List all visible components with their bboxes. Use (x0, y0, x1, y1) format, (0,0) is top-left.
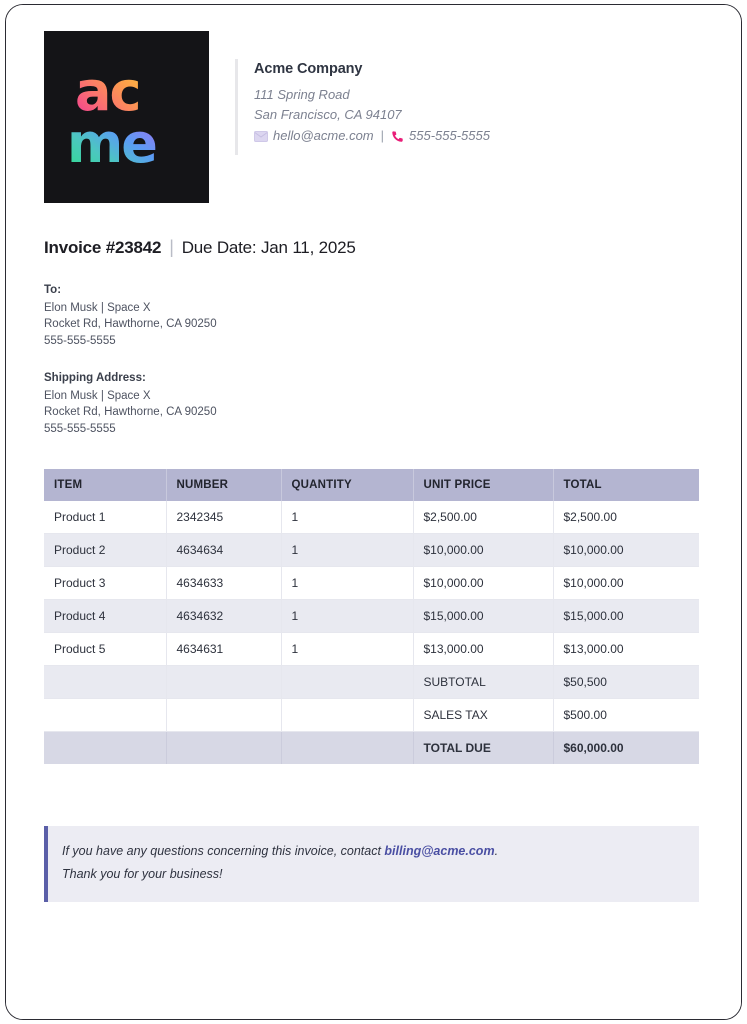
cell-item: Product 2 (44, 533, 167, 567)
cell-quantity: 1 (281, 533, 414, 567)
column-header-number: NUMBER (166, 468, 282, 501)
bill-to-line-2: Rocket Rd, Hawthorne, CA 90250 (44, 318, 217, 331)
cell-unit-price: $10,000.00 (413, 533, 554, 567)
cell-quantity: 1 (281, 566, 414, 600)
cell-empty (281, 731, 414, 764)
company-address-line-2: San Francisco, CA 94107 (254, 107, 402, 123)
cell-number: 4634632 (166, 599, 282, 633)
sales-tax-value: $500.00 (553, 698, 699, 732)
cell-unit-price: $2,500.00 (413, 500, 554, 534)
bill-to-line-1: Elon Musk | Space X (44, 302, 151, 314)
cell-item: Product 1 (44, 500, 167, 534)
svg-text:me: me (67, 112, 156, 170)
total-due-row: TOTAL DUE $60,000.00 (44, 731, 699, 764)
invoice-title-row: Invoice #23842 | Due Date: Jan 11, 2025 (44, 237, 703, 258)
cell-item: Product 3 (44, 566, 167, 600)
contact-separator: | (380, 128, 385, 144)
shipping-line-3: 555-555-5555 (44, 422, 116, 435)
table-row: Product 1 2342345 1 $2,500.00 $2,500.00 (44, 500, 699, 534)
cell-quantity: 1 (281, 599, 414, 633)
footer-line-2: Thank you for your business! (62, 867, 223, 882)
cell-empty (166, 665, 282, 699)
company-phone: 555-555-5555 (409, 128, 490, 144)
shipping-line-1: Elon Musk | Space X (44, 389, 151, 402)
total-due-value: $60,000.00 (553, 731, 699, 764)
column-header-item: ITEM (44, 468, 167, 501)
footer-line-1: If you have any questions concerning thi… (62, 840, 683, 863)
table-row: Product 3 4634633 1 $10,000.00 $10,000.0… (44, 566, 699, 600)
column-header-total: TOTAL (553, 468, 699, 501)
cell-number: 2342345 (166, 500, 282, 534)
cell-total: $15,000.00 (553, 599, 699, 633)
subtotal-label: SUBTOTAL (413, 665, 554, 699)
bill-to-line-3: 555-555-5555 (44, 334, 116, 347)
company-contact-line: hello@acme.com | 555-555-5555 (254, 126, 490, 146)
shipping-address-block: Shipping Address: Elon Musk | Space X Ro… (44, 372, 703, 437)
cell-empty (281, 665, 414, 699)
company-address-line-1: 111 Spring Road (254, 87, 350, 102)
cell-quantity: 1 (281, 500, 414, 534)
column-header-quantity: QUANTITY (281, 468, 414, 501)
table-row: Product 5 4634631 1 $13,000.00 $13,000.0… (44, 632, 699, 666)
cell-unit-price: $13,000.00 (413, 632, 554, 666)
footer-text-after: . (494, 843, 499, 858)
invoice-due-date: Due Date: Jan 11, 2025 (181, 238, 356, 257)
cell-item: Product 4 (44, 599, 167, 633)
footer-note: If you have any questions concerning thi… (44, 825, 699, 903)
subtotal-value: $50,500 (553, 665, 699, 699)
company-name: Acme Company (254, 61, 363, 77)
cell-number: 4634634 (166, 533, 282, 567)
total-due-label: TOTAL DUE (413, 731, 554, 764)
cell-empty (166, 698, 282, 732)
bill-to-label: To: (44, 284, 62, 296)
cell-unit-price: $10,000.00 (413, 566, 554, 600)
cell-total: $13,000.00 (553, 632, 699, 666)
billing-email-link[interactable]: billing@acme.com (384, 843, 495, 858)
cell-total: $10,000.00 (553, 533, 699, 567)
acme-logo-icon: ac me (67, 64, 158, 170)
column-header-unit-price: UNIT PRICE (413, 468, 554, 501)
table-row: Product 2 4634634 1 $10,000.00 $10,000.0… (44, 533, 699, 567)
table-header-row: ITEM NUMBER QUANTITY UNIT PRICE TOTAL (44, 468, 699, 501)
svg-text:ac: ac (75, 64, 139, 123)
cell-number: 4634633 (166, 566, 282, 600)
invoice-number: Invoice #23842 (44, 238, 162, 257)
shipping-address-label: Shipping Address: (44, 371, 146, 384)
sales-tax-row: SALES TAX $500.00 (44, 698, 699, 732)
phone-icon (391, 130, 404, 143)
cell-total: $2,500.00 (553, 500, 699, 534)
line-items-table: ITEM NUMBER QUANTITY UNIT PRICE TOTAL Pr… (44, 468, 699, 764)
table-row: Product 4 4634632 1 $15,000.00 $15,000.0… (44, 599, 699, 633)
acme-logo: ac me (44, 31, 209, 203)
invoice-title-separator: | (169, 237, 174, 257)
subtotal-row: SUBTOTAL $50,500 (44, 665, 699, 699)
invoice-sheet: ac me Acme Company 111 Spring Road San F… (6, 5, 741, 1019)
envelope-icon (254, 130, 268, 142)
cell-empty (44, 698, 167, 732)
shipping-line-2: Rocket Rd, Hawthorne, CA 90250 (44, 406, 217, 419)
cell-total: $10,000.00 (553, 566, 699, 600)
cell-unit-price: $15,000.00 (413, 599, 554, 633)
invoice-page-frame: ac me Acme Company 111 Spring Road San F… (5, 4, 742, 1020)
sales-tax-label: SALES TAX (413, 698, 554, 732)
bill-to-block: To: Elon Musk | Space X Rocket Rd, Hawth… (44, 284, 703, 349)
cell-number: 4634631 (166, 632, 282, 666)
header-divider (235, 59, 238, 155)
cell-empty (166, 731, 282, 764)
cell-item: Product 5 (44, 632, 167, 666)
cell-empty (44, 665, 167, 699)
company-email[interactable]: hello@acme.com (273, 128, 374, 144)
cell-empty (44, 731, 167, 764)
company-info: Acme Company 111 Spring Road San Francis… (238, 31, 490, 203)
cell-quantity: 1 (281, 632, 414, 666)
invoice-header: ac me Acme Company 111 Spring Road San F… (44, 31, 703, 203)
cell-empty (281, 698, 414, 732)
footer-text-before: If you have any questions concerning thi… (62, 843, 385, 858)
